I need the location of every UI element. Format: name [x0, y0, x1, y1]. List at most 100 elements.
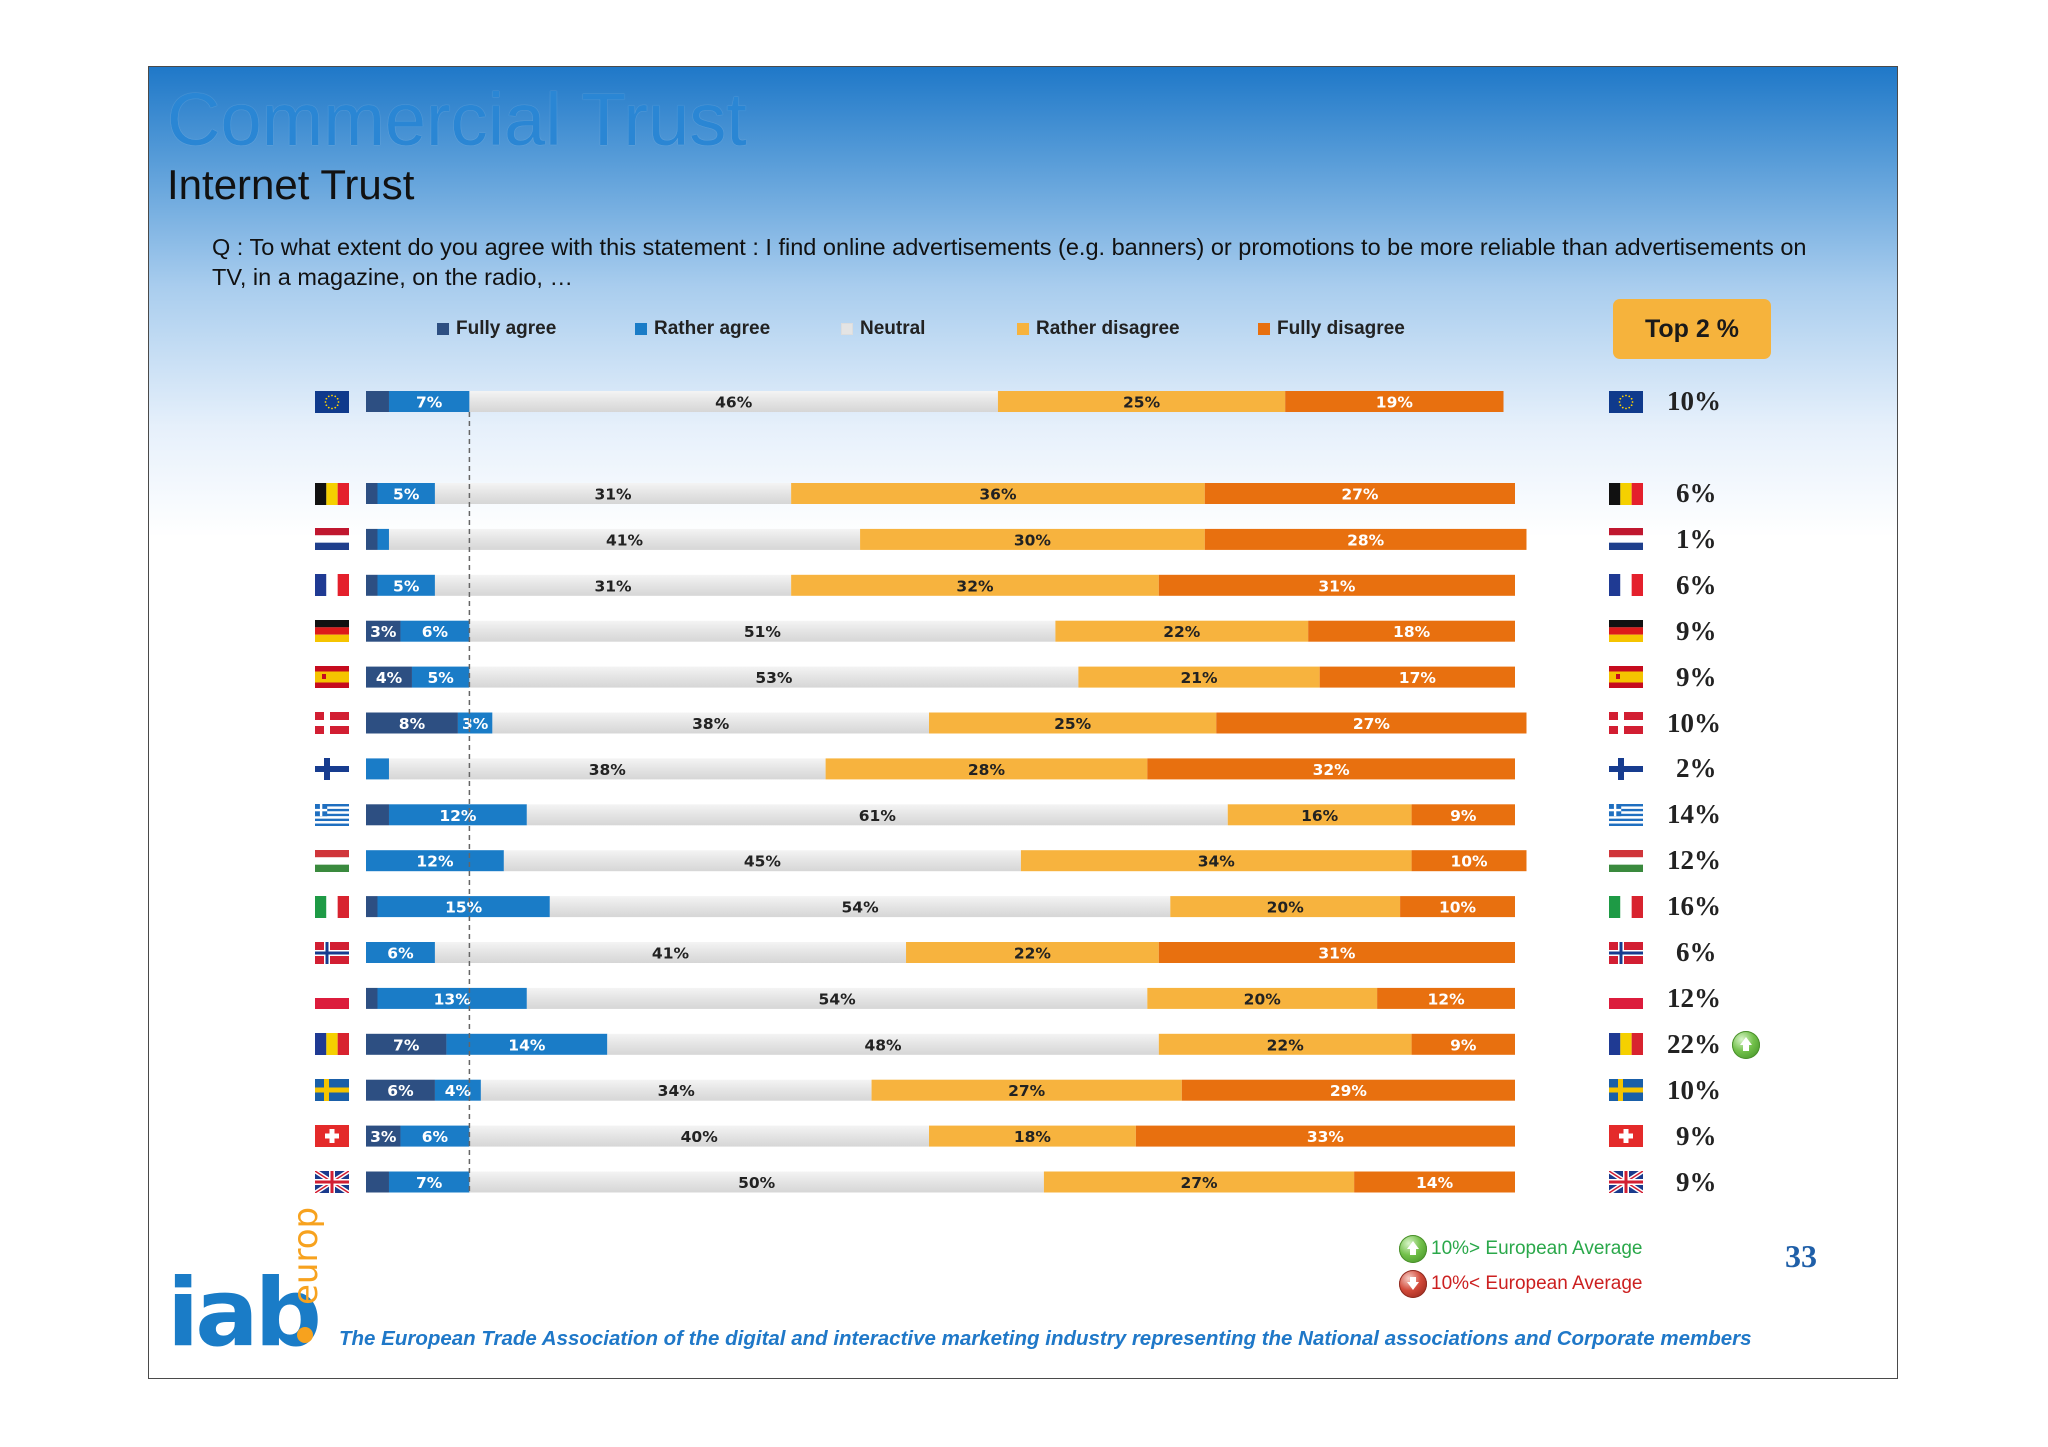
bar-segment-fully-agree — [366, 896, 378, 918]
bar-segment-fully-disagree — [1354, 1171, 1515, 1193]
top2-value: 9% — [1676, 661, 1717, 692]
finland-flag-icon — [315, 757, 349, 785]
data-label: 6% — [422, 1128, 449, 1146]
page-title: Commercial Trust — [167, 78, 747, 161]
bar-segment-neutral — [480, 1079, 872, 1101]
bar-segment-fully-agree — [366, 528, 378, 550]
poland-flag-icon — [1609, 987, 1643, 1014]
data-label: 18% — [1393, 623, 1431, 641]
bar-segment-fully-agree — [366, 987, 378, 1009]
bar-segment-rather-agree — [366, 758, 389, 780]
bar-segment-neutral — [492, 712, 930, 734]
bar-segment-rather-disagree — [929, 712, 1217, 734]
bar-row: 7% 14% 48% 22% 9% — [366, 1033, 1515, 1055]
legend-item-fully-agree: Fully agree — [437, 317, 556, 341]
data-label: 6% — [422, 623, 449, 641]
data-label: 38% — [692, 715, 730, 733]
logo-side-text: europe — [286, 1207, 326, 1305]
data-label: 18% — [1014, 1128, 1052, 1146]
data-label: 28% — [1347, 531, 1385, 549]
bar-row: 5% 31% 32% 31% — [366, 574, 1515, 596]
bar-segment-fully-disagree — [1400, 896, 1515, 918]
bar-segment-rather-disagree — [906, 942, 1159, 963]
top2-value: 16% — [1667, 891, 1721, 922]
data-label: 12% — [439, 807, 477, 825]
bar-segment-fully-disagree — [1158, 574, 1515, 596]
bar-segment-rather-agree — [388, 804, 527, 826]
bar-row: 13% 54% 20% 12% — [366, 987, 1515, 1009]
bar-segment-neutral — [469, 391, 998, 412]
bar-segment-fully-agree — [366, 712, 458, 734]
data-label: 36% — [979, 486, 1017, 504]
data-label: 22% — [1267, 1036, 1305, 1054]
bar-row: 4% 5% 53% 21% 17% — [366, 666, 1515, 688]
bar-segment-rather-disagree — [1020, 850, 1412, 872]
greece-flag-icon — [315, 803, 349, 831]
top2-value: 10% — [1667, 386, 1721, 416]
iab-europe-logo: iab europe — [167, 1207, 326, 1357]
bar-row: 3% 6% 40% 18% 33% — [366, 1125, 1515, 1147]
belgium-flag-icon — [1609, 482, 1643, 510]
bar-segment-fully-agree — [366, 620, 401, 642]
bar-segment-rather-disagree — [1055, 620, 1309, 642]
top2-value: 2% — [1676, 753, 1717, 784]
logo-main-text: iab — [167, 1259, 319, 1357]
bar-segment-neutral — [388, 758, 826, 780]
data-label: 16% — [1301, 807, 1339, 825]
data-label: 54% — [842, 899, 880, 917]
bar-row: 12% 61% 16% 9% — [366, 804, 1515, 826]
data-label: 54% — [819, 990, 857, 1008]
data-label: 27% — [1008, 1082, 1046, 1100]
legend-label: Fully disagree — [1277, 318, 1405, 339]
top2-value: 10% — [1667, 707, 1721, 738]
data-label: 28% — [968, 761, 1006, 779]
denmark-flag-icon — [1609, 712, 1643, 739]
bar-segment-fully-disagree — [1181, 1079, 1515, 1101]
bar-segment-neutral — [469, 666, 1079, 688]
bar-segment-fully-disagree — [1158, 942, 1515, 963]
stacked-bar-chart: 7% 46% 25% 19%5% 31% 36% 27%41% 30% 28%5% 31% 32% 3… — [366, 391, 1527, 1195]
data-label: 32% — [1313, 761, 1351, 779]
bar-segment-rather-agree — [434, 1079, 481, 1101]
bar-segment-rather-disagree — [1147, 987, 1378, 1009]
bar-row: 7% 50% 27% 14% — [366, 1171, 1515, 1193]
data-label: 27% — [1341, 486, 1379, 504]
legend-label: Neutral — [860, 318, 926, 339]
france-flag-icon — [1609, 574, 1643, 601]
bar-segment-neutral — [469, 620, 1056, 642]
bar-segment-neutral — [434, 574, 792, 596]
bar-segment-rather-agree — [377, 574, 435, 596]
bar-segment-neutral — [434, 483, 792, 504]
up-arrow-icon — [1399, 1235, 1427, 1263]
bar-segment-neutral — [549, 896, 1171, 918]
data-label: 20% — [1244, 990, 1282, 1008]
germany-flag-icon — [1609, 620, 1643, 647]
bar-segment-neutral — [434, 942, 907, 963]
norway-flag-icon — [315, 941, 349, 969]
data-label: 29% — [1330, 1082, 1368, 1100]
data-label: 17% — [1399, 669, 1437, 687]
data-label: 13% — [434, 990, 472, 1008]
bar-row: 6% 4% 34% 27% 29% — [366, 1079, 1515, 1101]
bar-row: 5% 31% 36% 27% — [366, 483, 1515, 504]
eu-flag-icon — [1609, 390, 1643, 418]
data-label: 31% — [594, 577, 632, 595]
data-label: 46% — [715, 394, 753, 412]
data-label: 10% — [1439, 899, 1477, 917]
data-label: 31% — [594, 486, 632, 504]
bar-segment-rather-agree — [388, 391, 470, 412]
bar-segment-neutral — [469, 1171, 1044, 1193]
romania-flag-icon — [1609, 1033, 1643, 1060]
data-label: 41% — [652, 945, 690, 963]
data-label: 30% — [1014, 531, 1052, 549]
bar-segment-rather-disagree — [1078, 666, 1320, 688]
page-subtitle: Internet Trust — [167, 161, 415, 208]
data-label: 5% — [393, 577, 420, 595]
data-label: 22% — [1163, 623, 1201, 641]
data-label: 5% — [428, 669, 455, 687]
bar-segment-fully-disagree — [1147, 758, 1515, 780]
bar-segment-fully-agree — [366, 1125, 401, 1147]
italy-flag-icon — [315, 895, 349, 923]
bar-row: 6% 41% 22% 31% — [366, 942, 1515, 963]
greece-flag-icon — [1609, 803, 1643, 831]
